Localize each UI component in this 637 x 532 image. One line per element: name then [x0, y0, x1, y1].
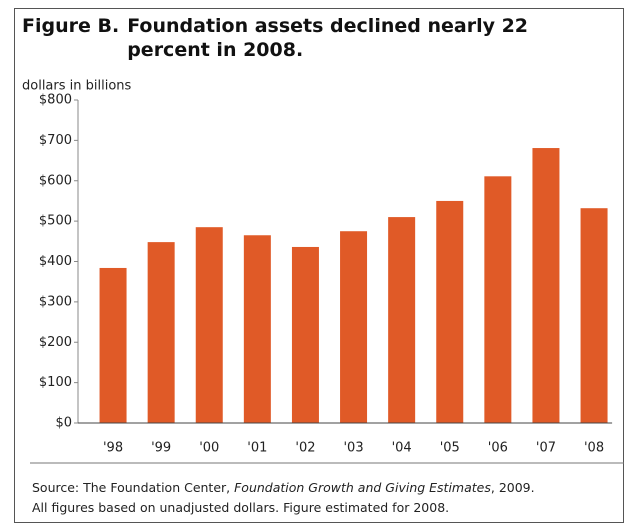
- bar: [195, 227, 223, 423]
- bar: [340, 231, 368, 423]
- x-tick-label: '06: [488, 441, 508, 456]
- bar: [99, 267, 127, 423]
- y-tick-label: $500: [39, 214, 72, 229]
- bar: [388, 217, 416, 423]
- x-tick-label: '07: [536, 441, 556, 456]
- y-axis-label: dollars in billions: [22, 79, 132, 94]
- x-tick-label: '99: [151, 441, 171, 456]
- y-tick-label: $300: [39, 294, 72, 309]
- x-tick-label: '00: [199, 441, 219, 456]
- bar: [532, 148, 560, 423]
- note: All figures based on unadjusted dollars.…: [32, 500, 450, 515]
- figure-label: Figure B.: [22, 15, 120, 37]
- source-prefix: Source: The Foundation Center,: [32, 480, 235, 495]
- x-tick-label: '02: [295, 441, 315, 456]
- y-tick-label: $400: [39, 254, 72, 269]
- chart-title: Foundation assets declined nearly 22 per…: [127, 15, 529, 61]
- y-tick-label: $200: [39, 335, 72, 350]
- title-block: Figure B. Foundation assets declined nea…: [22, 14, 602, 62]
- y-tick-label: $800: [39, 93, 72, 108]
- bar: [580, 208, 608, 423]
- source-italic: Foundation Growth and Giving Estimates: [234, 480, 491, 495]
- x-tick-label: '98: [103, 441, 123, 456]
- y-tick-label: $600: [39, 173, 72, 188]
- x-tick-label: '03: [343, 441, 363, 456]
- x-tick-label: '08: [584, 441, 604, 456]
- x-tick-label: '04: [392, 441, 412, 456]
- bar: [243, 235, 271, 423]
- y-tick-label: $100: [39, 375, 72, 390]
- source: Source: The Foundation Center, Foundatio…: [32, 480, 535, 495]
- bar: [291, 246, 319, 423]
- y-tick-label: $0: [55, 416, 72, 431]
- x-tick-label: '01: [247, 441, 267, 456]
- bar: [484, 176, 512, 423]
- bar: [436, 200, 464, 423]
- frame: [14, 8, 624, 523]
- source-suffix: , 2009.: [490, 480, 535, 495]
- y-tick-label: $700: [39, 133, 72, 148]
- bar: [147, 242, 175, 423]
- x-tick-label: '05: [440, 441, 460, 456]
